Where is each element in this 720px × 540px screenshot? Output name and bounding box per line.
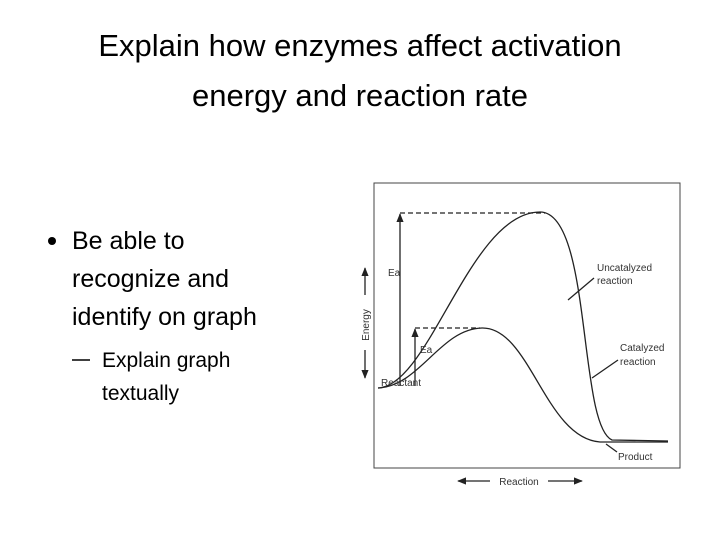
label-pointer <box>605 443 618 453</box>
catalyzed-curve <box>377 327 668 443</box>
bullet-line: recognize and <box>72 265 229 293</box>
curve-label: Catalyzed <box>620 343 664 354</box>
ea-label: Ea <box>420 345 433 356</box>
bullet-dot <box>48 237 56 245</box>
label-pointer <box>591 359 619 379</box>
bullet-line: Be able to <box>72 227 185 255</box>
curve-label: Uncatalyzed <box>597 263 652 274</box>
energy-diagram: Energy Reaction Ea Ea Reactant Product U… <box>361 182 681 488</box>
bullet-line: identify on graph <box>72 303 257 331</box>
curve-label: reaction <box>620 357 656 368</box>
x-axis-label: Reaction <box>499 477 538 488</box>
uncatalyzed-curve <box>377 211 669 442</box>
product-label: Product <box>618 452 653 463</box>
title-line: energy and reaction rate <box>192 78 528 113</box>
y-axis-label: Energy <box>361 309 372 341</box>
sub-bullet-line: textually <box>102 382 180 405</box>
diagram-frame <box>373 182 681 469</box>
label-pointer <box>567 277 595 301</box>
sub-bullet-line: Explain graph <box>102 349 230 372</box>
reactant-label: Reactant <box>381 378 421 389</box>
curve-label: reaction <box>597 276 633 287</box>
ea-label: Ea <box>388 268 401 279</box>
title-line: Explain how enzymes affect activation <box>98 28 621 63</box>
